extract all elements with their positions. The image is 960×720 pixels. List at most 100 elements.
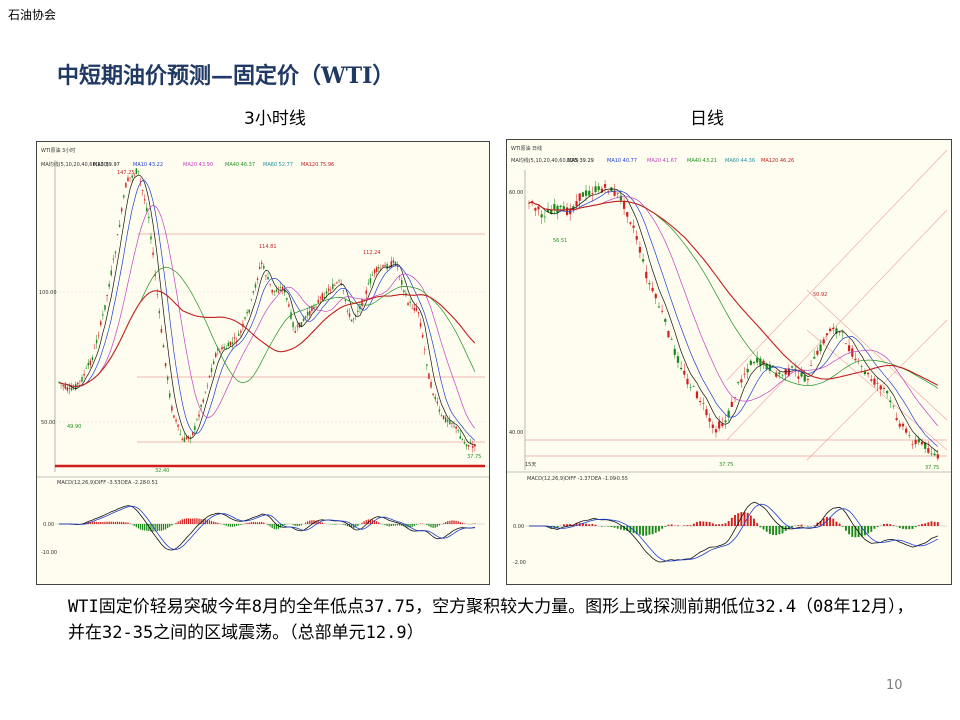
candle xyxy=(572,204,575,214)
chart-daily-ma10: MA10 40.77 xyxy=(607,158,637,164)
candle xyxy=(724,415,727,429)
candle xyxy=(79,380,81,386)
candle xyxy=(474,443,476,452)
candle xyxy=(537,204,540,216)
candle xyxy=(920,438,924,447)
chart-daily-svg: WTI原油 日线 MA均线(5,10,20,40,60,120) MA5 39.… xyxy=(507,140,951,584)
candle xyxy=(85,365,87,369)
candle xyxy=(171,404,173,414)
chart-daily-ytick-40: 40.00 xyxy=(509,430,523,436)
candle xyxy=(927,441,930,454)
candle xyxy=(271,289,273,296)
candle xyxy=(110,265,112,277)
candle xyxy=(436,397,439,407)
candle xyxy=(444,414,447,424)
candle xyxy=(882,385,886,394)
candle xyxy=(344,299,347,305)
candle xyxy=(352,317,355,324)
candle xyxy=(844,342,848,345)
candle xyxy=(730,396,733,408)
chart-3h-ma5: MA5 39.97 xyxy=(93,162,120,168)
chart-daily-macd-tick-0: 0.00 xyxy=(513,524,524,530)
candle xyxy=(695,390,699,400)
candle xyxy=(206,382,209,390)
candle xyxy=(256,276,259,285)
candle xyxy=(626,211,629,223)
candle xyxy=(638,241,642,259)
chart-label-daily: 日线 xyxy=(690,109,724,129)
candle xyxy=(179,429,181,436)
candle xyxy=(876,377,879,391)
chart-3h-macd-dea: DEA -2.28 xyxy=(121,480,146,486)
candle xyxy=(198,410,200,421)
candle xyxy=(384,262,386,267)
candle xyxy=(676,351,680,369)
candle xyxy=(89,358,92,368)
candle xyxy=(455,426,457,434)
candle xyxy=(421,332,424,339)
candle xyxy=(911,440,914,450)
candle xyxy=(64,381,67,390)
candle xyxy=(901,421,905,431)
chart-3h-macd-tick-0: 0.00 xyxy=(43,522,54,528)
candle xyxy=(129,177,131,183)
candle xyxy=(879,384,882,397)
candle xyxy=(233,332,236,345)
chart-3h-ma20: MA20 43.90 xyxy=(183,162,213,168)
chart-daily-macd-val: -0.55 xyxy=(615,476,628,482)
candle xyxy=(83,369,85,380)
slide-title: 中短期油价预测—固定价（WTI） xyxy=(57,63,395,89)
candle xyxy=(459,430,462,439)
candle xyxy=(442,415,445,421)
candle xyxy=(102,310,104,320)
candle xyxy=(123,194,125,200)
candle xyxy=(597,182,600,195)
chart-3h-ma40: MA40 46.37 xyxy=(225,162,255,168)
macd-diff-line xyxy=(529,501,938,563)
candle xyxy=(892,404,895,410)
candle xyxy=(248,309,250,315)
candle xyxy=(670,336,673,341)
candle xyxy=(269,283,271,288)
candle xyxy=(173,414,175,419)
chart-3h-label-112: 112.24 xyxy=(363,250,381,256)
candle xyxy=(250,298,253,302)
chart-daily-macd xyxy=(529,501,939,563)
candle xyxy=(622,197,626,216)
candle xyxy=(396,261,399,272)
chart-daily-label-37a: 37.75 xyxy=(719,462,733,468)
chart-3h-macd-tick-neg: -10.00 xyxy=(41,550,57,556)
candle xyxy=(756,351,759,366)
candle xyxy=(323,292,326,300)
candle xyxy=(72,384,75,391)
candle xyxy=(300,321,303,328)
candle xyxy=(87,359,89,370)
candle xyxy=(202,397,204,404)
chart-daily-side-label: 15天 xyxy=(525,462,536,468)
candle xyxy=(933,449,936,457)
chart-3h-ma120: MA120 75.96 xyxy=(301,162,334,168)
candle xyxy=(91,354,94,363)
candle xyxy=(342,289,344,295)
candle xyxy=(135,168,138,175)
candle xyxy=(781,374,784,378)
candle xyxy=(873,376,876,388)
candle xyxy=(166,375,169,385)
moving-average-line xyxy=(528,188,939,453)
candle xyxy=(440,413,443,417)
candle xyxy=(238,330,240,337)
candle xyxy=(175,417,177,425)
candle xyxy=(367,279,370,286)
chart-daily-ma5: MA5 39.29 xyxy=(567,158,594,164)
candle xyxy=(120,206,123,215)
chart-daily-macd-title: MACD(12,26,9) xyxy=(527,476,565,482)
candle xyxy=(721,417,724,428)
candle xyxy=(451,422,453,429)
chart-daily-ma120: MA120 46.26 xyxy=(761,158,794,164)
candle xyxy=(403,289,405,297)
candle xyxy=(667,330,670,339)
candle xyxy=(447,418,449,428)
candle xyxy=(104,304,106,312)
candle xyxy=(401,276,403,291)
candle xyxy=(870,374,873,383)
